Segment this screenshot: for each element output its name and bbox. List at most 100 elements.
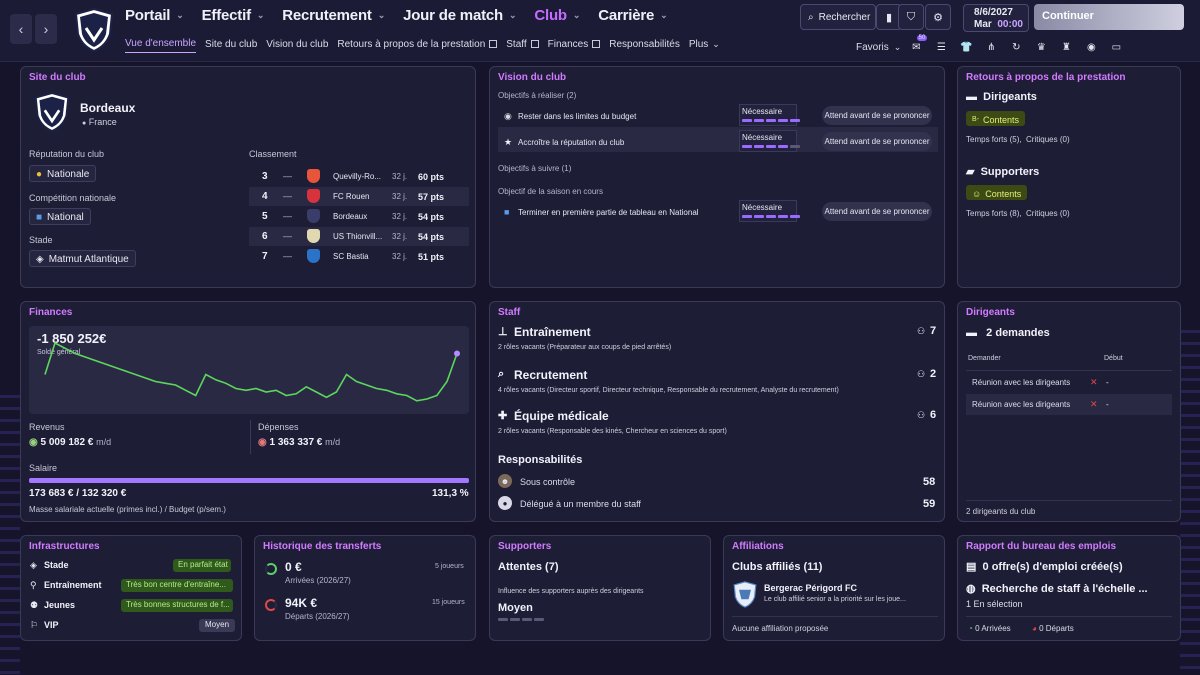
menu-carriere[interactable]: Carrière ⌄ (598, 7, 668, 24)
affiliated-club-name[interactable]: Bergerac Périgord FC (764, 583, 858, 593)
goal-text[interactable]: Rester dans les limites du budget (518, 112, 637, 121)
vip-icon: ⚐ (30, 620, 39, 630)
staff-section-count[interactable]: 7 (930, 325, 937, 337)
club-name[interactable]: Bordeaux (80, 101, 136, 115)
inbox-icon[interactable]: ✉ 50 (912, 35, 928, 53)
league-icon: ■ (36, 212, 43, 223)
tab-staff[interactable]: Staff (506, 39, 539, 53)
tab-retours[interactable]: Retours à propos de la prestation (337, 39, 498, 53)
staff-search[interactable]: ◍ Recherche de staff à l'échelle ... (966, 583, 1148, 595)
settings-button[interactable]: ⚙ (925, 4, 951, 30)
menu-portail[interactable]: Portail ⌄ (125, 7, 184, 24)
departures-value[interactable]: 94K € (285, 596, 318, 610)
favorites-label[interactable]: Favoris (856, 41, 889, 53)
resp-control-count[interactable]: 58 (923, 476, 936, 488)
goal-text[interactable]: Accroître la réputation du club (518, 138, 625, 147)
menu-recrutement[interactable]: Recrutement ⌄ (282, 7, 386, 24)
panel-title[interactable]: Dirigeants (966, 307, 1015, 318)
board-requests[interactable]: ▬ 2 demandes (966, 327, 1050, 339)
staff-section-title[interactable]: Recrutement (514, 368, 588, 382)
goal-status-button[interactable]: Attend avant de se prononcer (822, 202, 932, 221)
refresh-icon[interactable]: ↻ (1012, 41, 1021, 53)
panel-title[interactable]: Historique des transferts (263, 541, 382, 552)
standing-points: 60 pts (418, 172, 445, 182)
back-button[interactable]: ‹ (10, 14, 32, 44)
board-grade: B- (972, 116, 979, 123)
board-request-row[interactable]: Réunion avec les dirigeants (972, 378, 1071, 387)
balance-series-line (44, 341, 458, 402)
tab-site-du-club[interactable]: Site du club (205, 38, 258, 50)
arrivals-value[interactable]: 0 € (285, 560, 302, 574)
resp-delegated-count[interactable]: 59 (923, 498, 936, 510)
panel-title[interactable]: Staff (498, 307, 521, 318)
panel-title[interactable]: Finances (29, 307, 73, 318)
supporter-expectations[interactable]: Attentes (7) (498, 561, 559, 573)
scouting-icon[interactable]: ◉ (1086, 41, 1096, 53)
board-footer[interactable]: 2 dirigeants du club (966, 507, 1036, 516)
staff-section-count[interactable]: 2 (930, 368, 937, 380)
job-offers[interactable]: ▤ 0 offre(s) d'emploi créée(s) (966, 561, 1123, 573)
infra-label[interactable]: Entraînement (44, 580, 102, 590)
salary-percent: 131,3 % (432, 488, 469, 499)
row-background (249, 187, 469, 206)
shirt-icon[interactable]: 👕 (960, 41, 973, 53)
panel-title[interactable]: Site du club (29, 72, 86, 83)
goal-status-button[interactable]: Attend avant de se prononcer (822, 106, 932, 125)
cup-icon[interactable]: ♜ (1061, 41, 1071, 53)
menu-effectif[interactable]: Effectif ⌄ (201, 7, 265, 24)
reputation-label: Réputation du club (29, 149, 105, 159)
job-arrivals[interactable]: ◔ 0 Arrivées (968, 624, 1011, 633)
forward-button[interactable]: › (35, 14, 57, 44)
continue-button[interactable]: Continuer (1034, 4, 1184, 30)
fans-stats[interactable]: Temps forts (8), Critiques (0) (966, 209, 1070, 218)
balance-chart-area[interactable] (29, 326, 469, 414)
tactics-icon[interactable]: ⋔ (987, 41, 996, 53)
tab-finances[interactable]: Finances (548, 39, 601, 53)
date-text: 8/6/2027 (974, 7, 1013, 18)
bookmark-button[interactable]: ▮ (876, 4, 902, 30)
expenses-value[interactable]: ◉ 1 363 337 € m/d (258, 437, 341, 448)
close-icon[interactable]: ✕ (1090, 377, 1098, 387)
panel-title[interactable]: Retours à propos de la prestation (966, 72, 1126, 83)
job-departures[interactable]: ◕ 0 Départs (1032, 624, 1074, 633)
staff-section-count[interactable]: 6 (930, 409, 937, 421)
trophy-icon[interactable]: ♛ (1036, 41, 1046, 53)
fans-feedback[interactable]: ▰ Supporters (966, 166, 1040, 178)
influence-bar (498, 618, 544, 621)
goal-text[interactable]: Terminer en première partie de tableau e… (518, 208, 699, 217)
menu-club[interactable]: Club ⌄ (534, 7, 581, 24)
search-button[interactable]: ⌕ Rechercher (800, 4, 876, 30)
panel-title[interactable]: Supporters (498, 541, 552, 552)
chevron-down-icon[interactable]: ⌄ (893, 41, 902, 52)
stadium-tag[interactable]: ◈ Matmut Atlantique (29, 250, 136, 267)
board-request-row[interactable]: Réunion avec les dirigeants (972, 400, 1071, 409)
responsibilities-title[interactable]: Responsabilités (498, 454, 583, 466)
panel-title[interactable]: Affiliations (732, 541, 784, 552)
board-feedback[interactable]: ▬ Dirigeants (966, 91, 1037, 103)
date-display[interactable]: 8/6/2027 Mar 00:00 (963, 4, 1029, 32)
staff-section-title[interactable]: Équipe médicale (514, 409, 609, 423)
affiliated-clubs-count[interactable]: Clubs affiliés (11) (732, 561, 823, 573)
board-stats[interactable]: Temps forts (5), Critiques (0) (966, 135, 1070, 144)
close-icon[interactable]: ✕ (1090, 399, 1098, 409)
tab-vision-du-club[interactable]: Vision du club (266, 38, 329, 50)
panel-title[interactable]: Vision du club (498, 72, 567, 83)
infra-label[interactable]: VIP (44, 620, 59, 630)
goal-status-button[interactable]: Attend avant de se prononcer (822, 132, 932, 151)
competition-tag[interactable]: ■ National (29, 208, 91, 225)
revenue-value[interactable]: ◉ 5 009 182 € m/d (29, 437, 112, 448)
panel-title[interactable]: Infrastructures (29, 541, 100, 552)
club-crest-icon[interactable] (74, 8, 114, 52)
squad-icon[interactable]: ☰ (936, 41, 946, 53)
tab-vue-ensemble[interactable]: Vue d'ensemble (125, 38, 197, 53)
finance-icon[interactable]: ▭ (1111, 41, 1122, 53)
menu-jour-de-match[interactable]: Jour de match ⌄ (403, 7, 517, 24)
infra-label[interactable]: Stade (44, 560, 69, 570)
infra-label[interactable]: Jeunes (44, 600, 76, 610)
panel-title[interactable]: Rapport du bureau des emplois (966, 541, 1117, 552)
delegate-icon: ● (498, 496, 512, 510)
tab-responsabilites[interactable]: Responsabilités (609, 38, 680, 50)
staff-section-title[interactable]: Entraînement (514, 325, 591, 339)
tab-plus[interactable]: Plus ⌄ (688, 38, 720, 50)
club-switch-button[interactable]: ⛉ (898, 4, 924, 30)
